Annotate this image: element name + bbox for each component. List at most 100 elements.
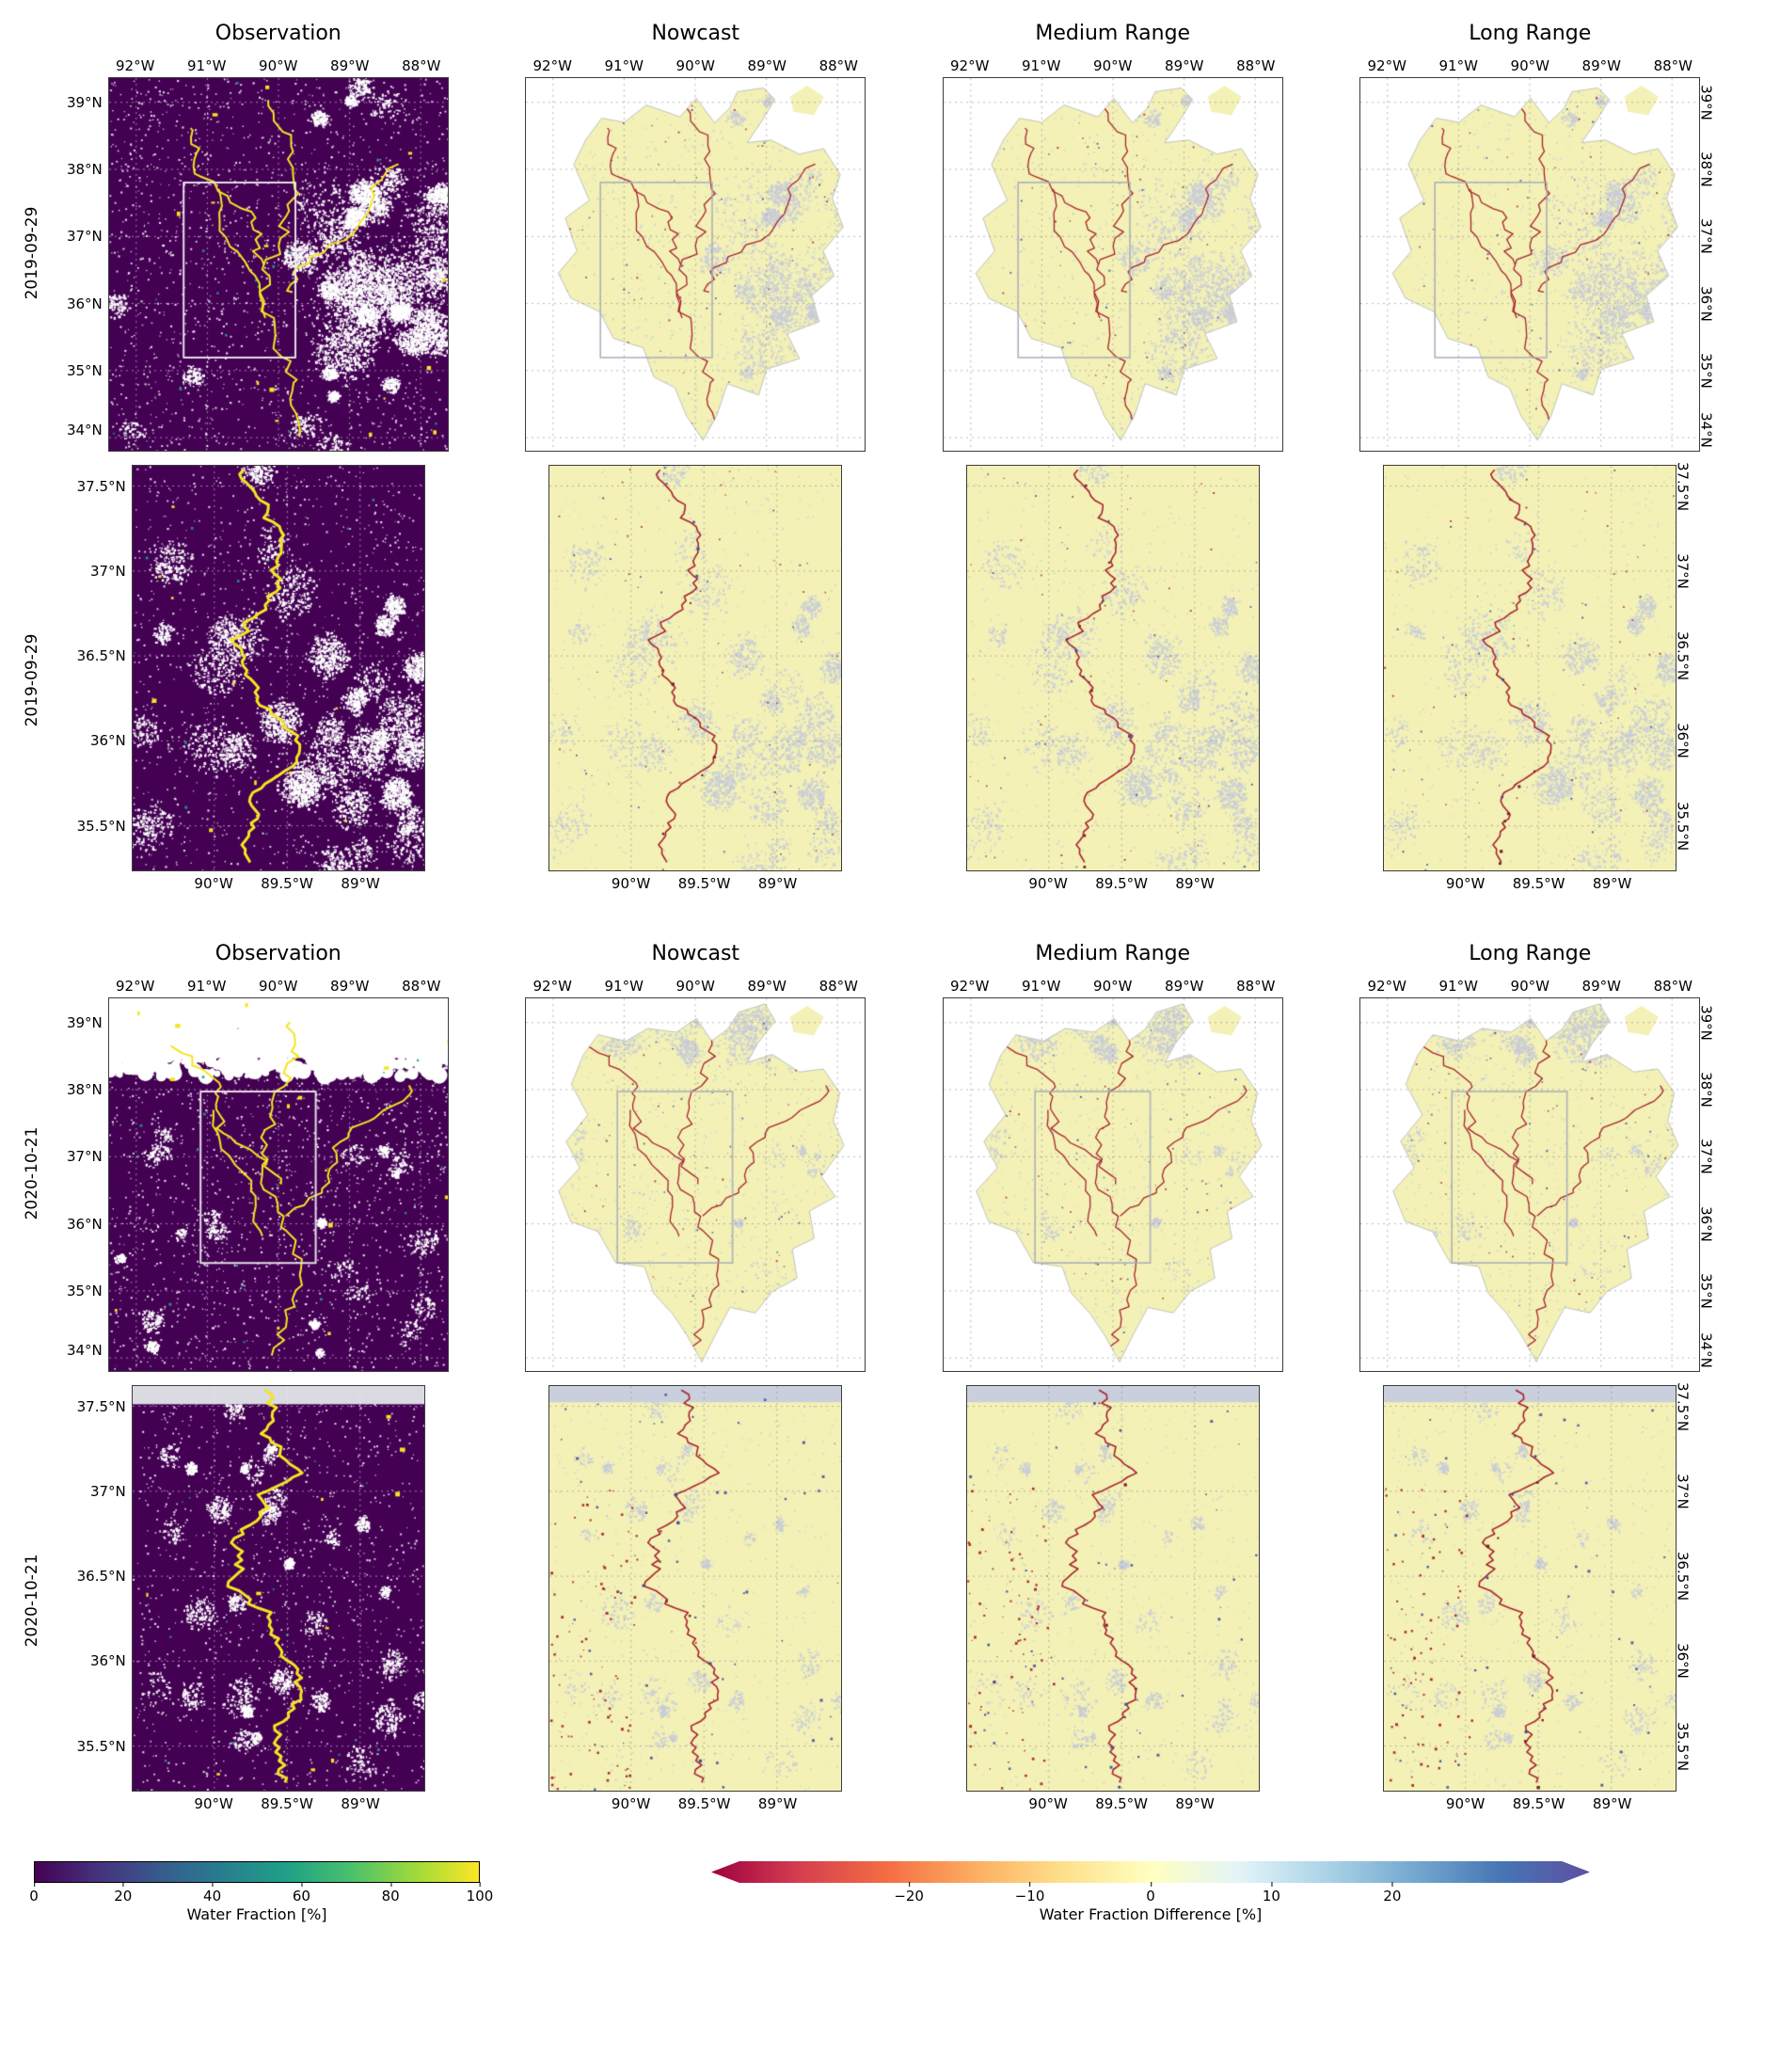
map-2020-wide-medium-range (943, 998, 1282, 1371)
map-2020-zoom-medium-range (966, 1386, 1259, 1791)
tick-label: 90°W (1028, 1795, 1068, 1812)
tick-label: 89°W (330, 978, 370, 995)
tick-label: 92°W (115, 978, 155, 995)
map-frame: 39°N 38°N 37°N 36°N 35°N 34°N (1359, 77, 1714, 452)
tick-label: 88°W (1653, 57, 1693, 74)
map-frame: 37.5°N 37°N 36.5°N 36°N 35.5°N (1383, 461, 1691, 871)
tick-label: 90°W (675, 978, 715, 995)
tick-label: 88°W (402, 57, 441, 74)
lon-axis-ticks: 92°W 91°W 90°W 89°W 88°W (108, 975, 449, 997)
map-frame: 39°N 38°N 37°N 36°N 35°N 34°N (1359, 997, 1714, 1372)
tick-label: 20 (114, 1882, 133, 1905)
tick-label: 89°W (757, 875, 798, 892)
tick-label: 89.5°W (677, 875, 731, 892)
panel-cell: 92°W 91°W 90°W 89°W 88°W (525, 975, 866, 1372)
tick-label: 90°W (259, 57, 298, 74)
map-2020-wide-nowcast (526, 998, 866, 1371)
panel-cell: 92°W 91°W 90°W 89°W 88°W (525, 55, 866, 452)
lon-axis-ticks: 90°W 89.5°W 89°W (548, 871, 842, 896)
tick-label: 90°W (1445, 875, 1486, 892)
column-title-medium-range: Medium Range (1035, 21, 1191, 45)
panel-cell: 37.5°N 37°N 36.5°N 36°N 35.5°N 90°W 89.5°W 89°… (77, 1385, 425, 1816)
tick-label: 89°W (1165, 978, 1204, 995)
panel-cell: 37.5°N 37°N 36.5°N 36°N 35.5°N 90°W 89.5°W 89°… (1383, 1381, 1691, 1816)
map-2019-wide-nowcast (526, 78, 866, 451)
map-2020-zoom-long-range (1384, 1386, 1677, 1791)
tick-label: 89°W (1581, 978, 1621, 995)
lon-axis-ticks: 92°W 91°W 90°W 89°W 88°W (525, 975, 866, 997)
tick-label: 91°W (187, 978, 227, 995)
water-fraction-difference-colorbar: −20 −10 0 10 20 Water Fraction Difference [%… (711, 1861, 1590, 1923)
lon-axis-ticks: 90°W 89.5°W 89°W (132, 871, 425, 896)
panel-cell: 92°W 91°W 90°W 89°W 88°W 39°N 38°N 37°N 36°N 35°… (1359, 975, 1714, 1372)
panel-cell: 90°W 89.5°W 89°W (548, 1385, 843, 1816)
gutter (0, 13, 70, 55)
panel-cell: 92°W 91°W 90°W 89°W 88°W (942, 55, 1283, 452)
map-2019-wide-medium-range (943, 78, 1282, 451)
tick-label: 92°W (1367, 978, 1407, 995)
tick-label: 90°W (1510, 57, 1550, 74)
tick-label: 89.5°W (1095, 1795, 1148, 1812)
column-title-observation: Observation (215, 941, 342, 965)
map-2020-wide-observation (108, 998, 448, 1371)
column-title-nowcast: Nowcast (651, 941, 740, 965)
row-date-label: 2020-10-21 (23, 1126, 41, 1220)
tick-label: 92°W (1367, 57, 1407, 74)
tick-label: 88°W (1236, 978, 1276, 995)
tick-label: 89.5°W (1512, 1795, 1565, 1812)
lon-axis-ticks: 92°W 91°W 90°W 89°W 88°W (943, 975, 1283, 997)
water-fraction-colorbar-label: Water Fraction [%] (186, 1905, 327, 1923)
tick-label: 89°W (1175, 1795, 1215, 1812)
row-date-label: 2020-10-21 (23, 1554, 41, 1648)
map-2019-zoom-medium-range (966, 466, 1259, 870)
map-frame (525, 997, 866, 1372)
tick-label: 90°W (259, 978, 298, 995)
tick-label: 89°W (330, 57, 370, 74)
map-frame (942, 997, 1283, 1372)
tick-label: 90°W (611, 1795, 651, 1812)
panel-cell: 90°W 89.5°W 89°W (965, 1385, 1260, 1816)
column-titles-row: Observation Nowcast Medium Range Long Ra… (0, 933, 1780, 975)
tick-label: 89.5°W (261, 1795, 313, 1812)
tick-label: 91°W (1438, 978, 1478, 995)
tick-label: 90°W (675, 57, 715, 74)
tick-label: 90°W (194, 1795, 233, 1812)
panel-cell: 92°W 91°W 90°W 89°W 88°W (942, 975, 1283, 1372)
map-row-2020-zoom: 2020-10-21 37.5°N 37°N 36.5°N 36°N 35.5°N 90… (0, 1381, 1780, 1816)
tick-label: 91°W (604, 978, 644, 995)
map-row-2020-wide: 2020-10-21 92°W 91°W 90°W 89°W 88°W 39°N 38°N… (0, 975, 1780, 1372)
map-2020-zoom-observation (132, 1386, 424, 1791)
tick-label: 89°W (747, 57, 787, 74)
row-date-label: 2019-09-29 (23, 633, 41, 727)
tick-label: 91°W (1022, 978, 1061, 995)
tick-label: 89°W (1592, 875, 1632, 892)
tick-label: 90°W (611, 875, 651, 892)
map-row-2019-wide: 2019-09-29 92°W 91°W 90°W 89°W 88°W 39°N 38°N… (0, 55, 1780, 452)
water-fraction-gradient (34, 1861, 480, 1883)
tick-label: 90°W (1093, 978, 1133, 995)
tick-label: 92°W (532, 978, 572, 995)
tick-label: 89.5°W (261, 875, 313, 892)
tick-label: 89°W (1165, 57, 1204, 74)
map-frame (965, 465, 1260, 871)
map-frame (965, 1385, 1260, 1792)
map-frame: 37.5°N 37°N 36.5°N 36°N 35.5°N (77, 1385, 425, 1792)
lon-axis-ticks: 92°W 91°W 90°W 89°W 88°W (1359, 975, 1700, 997)
lon-axis-ticks: 92°W 91°W 90°W 89°W 88°W (525, 55, 866, 77)
map-frame (548, 465, 843, 871)
lon-axis-ticks: 90°W 89.5°W 89°W (548, 1792, 842, 1816)
lon-axis-ticks: 90°W 89.5°W 89°W (132, 1792, 425, 1816)
panel-cell: 92°W 91°W 90°W 89°W 88°W 39°N 38°N 37°N 36°N 35°… (67, 975, 449, 1372)
tick-label: 60 (292, 1882, 310, 1905)
tick-label: 89°W (757, 1795, 798, 1812)
tick-label: 91°W (187, 57, 227, 74)
tick-label: 90°W (1028, 875, 1068, 892)
tick-label: 89.5°W (1095, 875, 1148, 892)
map-frame: 37.5°N 37°N 36.5°N 36°N 35.5°N (77, 465, 425, 871)
tick-label: 90°W (194, 875, 233, 892)
tick-label: 0 (29, 1882, 39, 1905)
tick-label: 88°W (402, 978, 441, 995)
tick-label: 10 (1262, 1882, 1280, 1905)
panel-cell: 92°W 91°W 90°W 89°W 88°W 39°N 38°N 37°N 36°N 35°… (67, 55, 449, 452)
lon-axis-ticks: 90°W 89.5°W 89°W (1383, 871, 1677, 896)
